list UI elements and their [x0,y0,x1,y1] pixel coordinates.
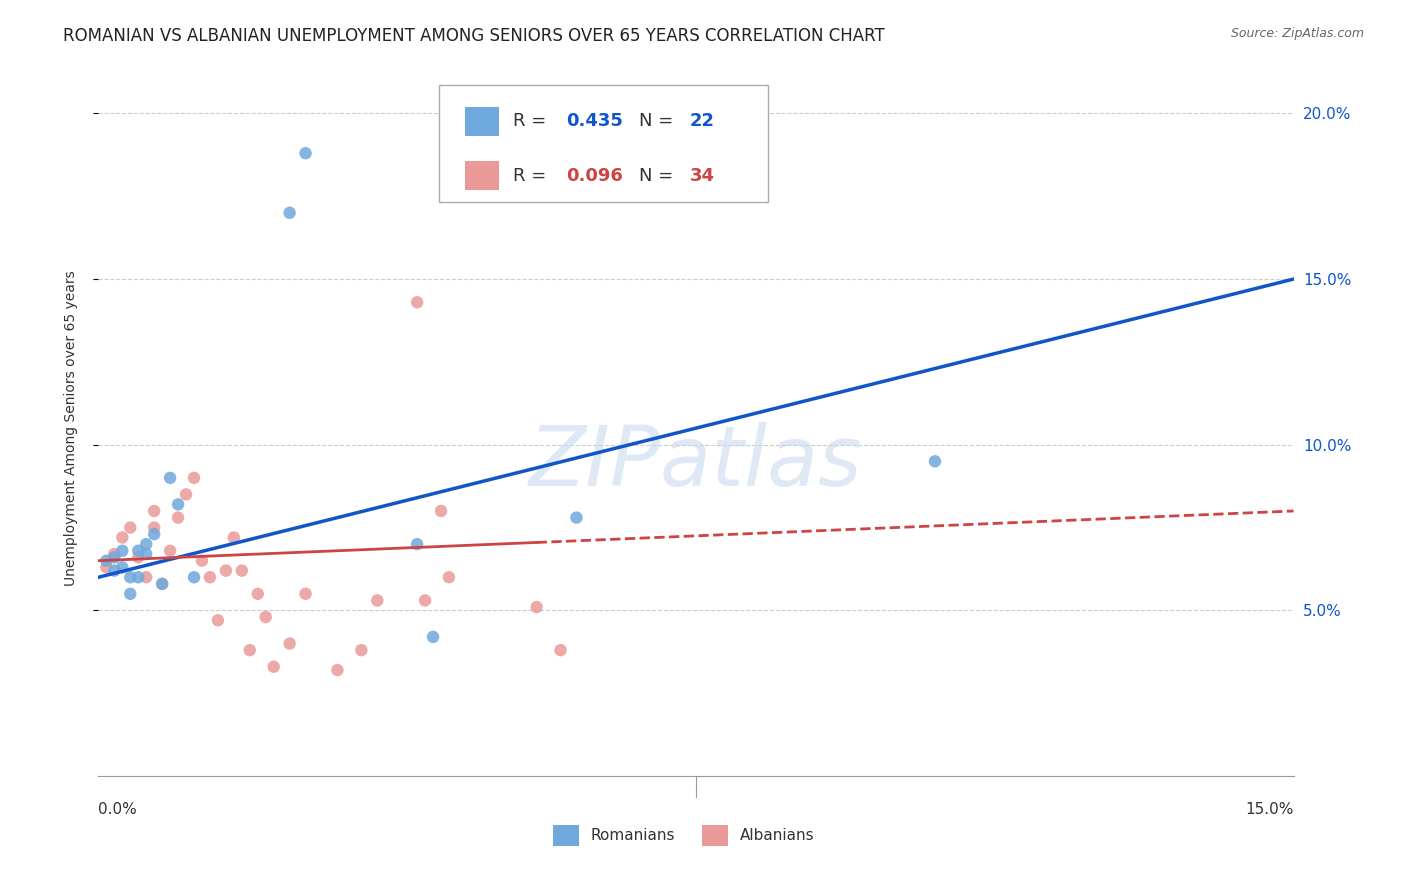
Point [127,570,149,584]
Point [278,206,301,220]
Point [326,663,349,677]
Point [167,497,190,511]
Point [198,570,221,584]
Point [526,600,548,615]
Point [422,630,444,644]
Text: ROMANIAN VS ALBANIAN UNEMPLOYMENT AMONG SENIORS OVER 65 YEARS CORRELATION CHART: ROMANIAN VS ALBANIAN UNEMPLOYMENT AMONG … [63,27,884,45]
Point [406,295,429,310]
Text: N =: N = [638,112,679,130]
Point [143,504,166,518]
Text: Source: ZipAtlas.com: Source: ZipAtlas.com [1230,27,1364,40]
Point [135,537,157,551]
FancyBboxPatch shape [465,161,499,190]
Point [222,531,245,545]
Point [366,593,388,607]
FancyBboxPatch shape [439,85,768,202]
Point [120,570,142,584]
Point [294,146,316,161]
Point [246,587,269,601]
Point [167,510,190,524]
Point [150,577,173,591]
Text: 0.435: 0.435 [565,112,623,130]
Point [143,520,166,534]
FancyBboxPatch shape [553,825,579,846]
Point [254,610,277,624]
FancyBboxPatch shape [702,825,728,846]
Point [103,550,125,565]
Point [550,643,572,657]
Point [96,560,118,574]
Text: R =: R = [513,167,553,185]
Point [207,613,229,627]
Text: 0.096: 0.096 [565,167,623,185]
Text: Romanians: Romanians [591,828,675,843]
Point [135,547,157,561]
Point [159,471,181,485]
Point [406,537,429,551]
Point [278,636,301,650]
Point [111,543,134,558]
FancyBboxPatch shape [465,107,499,136]
Text: N =: N = [638,167,679,185]
Point [231,564,253,578]
Point [430,504,453,518]
Point [111,560,134,574]
Point [111,531,134,545]
Point [120,587,142,601]
Point [159,543,181,558]
Point [294,587,316,601]
Point [183,471,205,485]
Text: R =: R = [513,112,553,130]
Point [127,543,149,558]
Text: 0.0%: 0.0% [98,802,138,817]
Point [150,577,173,591]
Text: 15.0%: 15.0% [1246,802,1294,817]
Point [135,570,157,584]
Point [263,659,285,673]
Point [174,487,197,501]
Point [120,520,142,534]
Point [215,564,238,578]
Point [350,643,373,657]
Y-axis label: Unemployment Among Seniors over 65 years: Unemployment Among Seniors over 65 years [63,270,77,586]
Point [565,510,588,524]
Text: Albanians: Albanians [740,828,815,843]
Point [413,593,436,607]
Text: 22: 22 [690,112,716,130]
Point [143,527,166,541]
Point [103,547,125,561]
Point [191,554,214,568]
Point [437,570,460,584]
Point [103,564,125,578]
Point [924,454,946,468]
Text: ZIPatlas: ZIPatlas [529,423,863,503]
Point [183,570,205,584]
Text: 34: 34 [690,167,716,185]
Point [127,550,149,565]
Point [96,554,118,568]
Point [239,643,262,657]
